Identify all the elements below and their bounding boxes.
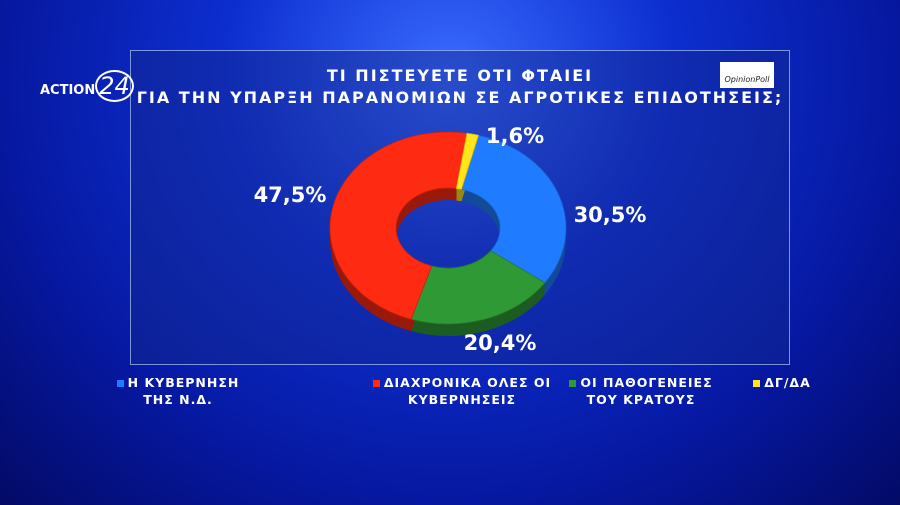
legend-swatch: [753, 380, 761, 387]
slice: [410, 250, 546, 325]
channel-number: 24: [95, 70, 134, 102]
legend-item: ΔΓ/ΔΑ: [752, 374, 812, 391]
slice: [460, 134, 567, 284]
channel-logo: ACTION 24: [40, 70, 134, 102]
legend-item: ΔΙΑΧΡΟΝΙΚΑ ΟΛΕΣ ΟΙ ΚΥΒΕΡΝΗΣΕΙΣ: [372, 374, 552, 408]
legend-label: ΔΙΑΧΡΟΝΙΚΑ ΟΛΕΣ ΟΙ ΚΥΒΕΡΝΗΣΕΙΣ: [383, 375, 552, 407]
legend-item: ΟΙ ΠΑΘΟΓΕΝΕΙΕΣ ΤΟΥ ΚΡΑΤΟΥΣ: [556, 374, 726, 408]
legend-swatch: [372, 380, 380, 387]
chart-title: ΓΙΑ ΤΗΝ ΥΠΑΡΞΗ ΠΑΡΑΝΟΜΙΩΝ ΣΕ ΑΓΡΟΤΙΚΕΣ Ε…: [136, 88, 784, 107]
channel-name: ACTION: [40, 83, 96, 98]
legend-label: Η ΚΥΒΕΡΝΗΣΗ ΤΗΣ Ν.Δ.: [127, 375, 240, 407]
pollster-logo: OpinionPoll: [720, 62, 774, 88]
legend-label: ΟΙ ΠΑΘΟΓΕΝΕΙΕΣ ΤΟΥ ΚΡΑΤΟΥΣ: [580, 375, 713, 407]
value-label: 20,4%: [464, 331, 537, 355]
legend-swatch: [569, 380, 577, 387]
legend-label: ΔΓ/ΔΑ: [764, 375, 811, 390]
value-label: 30,5%: [574, 203, 647, 227]
value-label: 47,5%: [254, 183, 327, 207]
legend-item: Η ΚΥΒΕΡΝΗΣΗ ΤΗΣ Ν.Δ.: [108, 374, 248, 408]
legend-swatch: [116, 380, 124, 387]
slice: [455, 132, 480, 190]
slice: [329, 131, 468, 320]
value-label: 1,6%: [486, 124, 544, 148]
chart-title: ΤΙ ΠΙΣΤΕΥΕΤΕ ΟΤΙ ΦΤΑΙΕΙ: [326, 66, 594, 85]
